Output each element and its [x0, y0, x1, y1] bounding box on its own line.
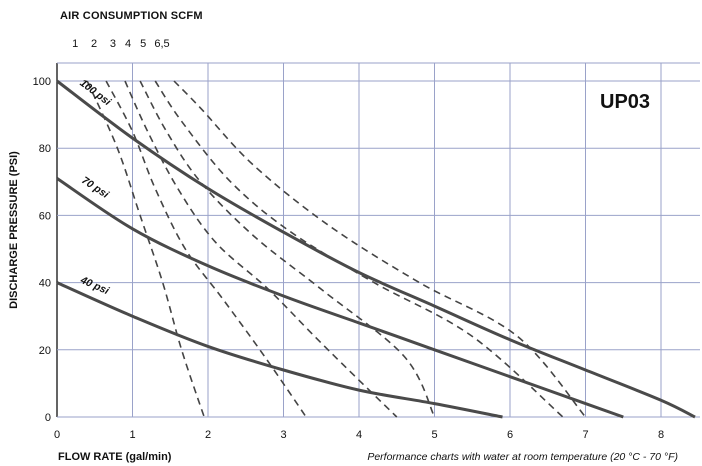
- air-consumption-curves: [86, 80, 587, 418]
- air-consumption-curve: [124, 80, 398, 418]
- y-tick-label: 20: [39, 345, 51, 357]
- x-tick-label: 4: [356, 429, 362, 441]
- x-tick-label: 0: [54, 429, 60, 441]
- y-tick-label: 0: [45, 412, 51, 424]
- air-consumption-label: 5: [140, 38, 146, 50]
- y-tick-label: 60: [39, 210, 51, 222]
- x-tick-label: 7: [582, 429, 588, 441]
- model-label: UP03: [600, 91, 651, 113]
- y-axis-label: DISCHARGE PRESSURE (PSI): [8, 151, 20, 309]
- footnote: Performance charts with water at room te…: [367, 451, 678, 463]
- x-tick-label: 1: [129, 429, 135, 441]
- x-tick-label: 2: [205, 429, 211, 441]
- air-consumption-label: 3: [110, 38, 116, 50]
- air-consumption-curve: [86, 80, 205, 418]
- air-consumption-curve: [154, 80, 564, 418]
- air-pressure-label: 100 psi: [77, 77, 114, 109]
- air-consumption-curve: [173, 80, 587, 418]
- air-consumption-label: 4: [125, 38, 131, 50]
- air-pressure-curve: [56, 79, 696, 419]
- air-pressure-curve: [56, 281, 503, 419]
- air-consumption-label: 1: [72, 38, 78, 50]
- chart-title: AIR CONSUMPTION SCFM: [60, 10, 203, 22]
- air-consumption-labels: 1 2 3 4 5 6,5: [72, 38, 170, 50]
- y-tick-label: 40: [39, 278, 51, 290]
- air-consumption-curve: [105, 80, 307, 418]
- x-tick-label: 8: [658, 429, 664, 441]
- x-tick-label: 3: [280, 429, 286, 441]
- air-consumption-curve: [139, 80, 436, 418]
- y-tick-label: 100: [33, 76, 51, 88]
- air-consumption-label: 6,5: [154, 38, 169, 50]
- y-tick-label: 80: [39, 143, 51, 155]
- air-pressure-curve: [56, 177, 624, 419]
- air-consumption-label: 2: [91, 38, 97, 50]
- grid: [56, 62, 700, 418]
- x-tick-label: 5: [431, 429, 437, 441]
- x-tick-label: 6: [507, 429, 513, 441]
- x-axis-label: FLOW RATE (gal/min): [58, 451, 172, 463]
